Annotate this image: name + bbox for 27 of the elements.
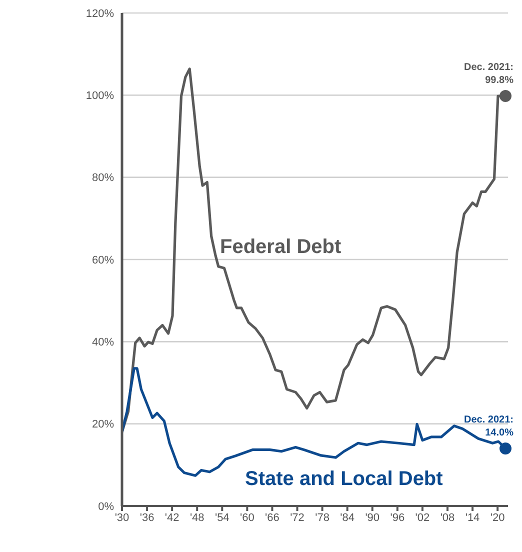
- x-tick-label: '84: [340, 512, 355, 524]
- x-tick-label: '02: [415, 512, 430, 524]
- y-tick-label: 40%: [92, 336, 114, 349]
- x-tick-label: '42: [164, 512, 180, 524]
- x-tick-label: '14: [465, 512, 480, 524]
- x-tick-label: '60: [240, 512, 254, 524]
- x-tick-label: '36: [140, 512, 154, 524]
- y-tick-label: 120%: [86, 8, 114, 20]
- x-tick-label: '08: [440, 512, 455, 524]
- x-tick-label: '90: [365, 512, 380, 524]
- annotation: Dec. 2021: 99.8%: [464, 62, 514, 86]
- series-label: Federal Debt: [220, 236, 342, 259]
- y-tick-label: 60%: [92, 254, 114, 266]
- annotation: Dec. 2021: 14.0%: [464, 414, 514, 438]
- x-tick-label: '78: [315, 512, 330, 524]
- y-tick-label: 0%: [98, 500, 114, 513]
- y-tick-label: 20%: [92, 418, 114, 431]
- y-tick-label: 100%: [86, 90, 114, 102]
- x-tick-label: '30: [114, 512, 130, 524]
- y-tick-label: 80%: [92, 172, 114, 184]
- x-tick-label: '48: [190, 512, 204, 524]
- x-tick-label: '66: [265, 512, 280, 524]
- x-tick-label: '96: [390, 512, 405, 524]
- x-tick-label: '54: [214, 512, 230, 524]
- x-tick-label: '20: [490, 512, 505, 524]
- x-tick-label: '72: [290, 512, 304, 524]
- series-label: State and Local Debt: [245, 468, 443, 491]
